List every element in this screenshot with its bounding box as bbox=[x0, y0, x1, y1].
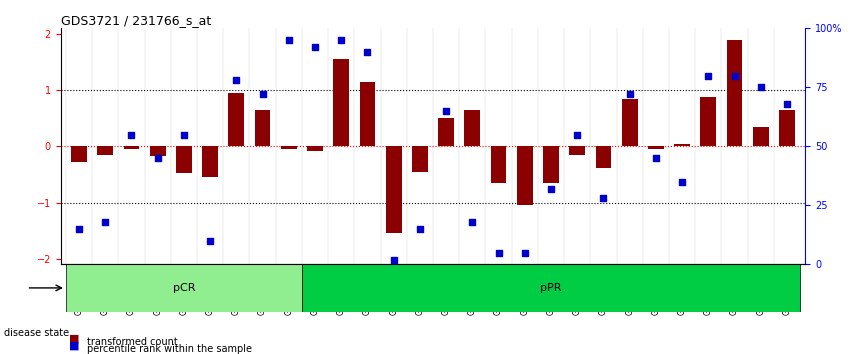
Bar bbox=[779, 110, 795, 146]
Bar bbox=[675, 143, 690, 146]
Text: percentile rank within the sample: percentile rank within the sample bbox=[87, 344, 252, 354]
Bar bbox=[97, 146, 113, 155]
Point bbox=[177, 132, 191, 137]
Point bbox=[597, 195, 611, 201]
Point bbox=[701, 73, 715, 78]
Bar bbox=[438, 118, 454, 146]
Bar bbox=[176, 146, 191, 173]
Text: pCR: pCR bbox=[172, 283, 195, 293]
Point bbox=[649, 155, 662, 161]
Bar bbox=[71, 146, 87, 162]
Point bbox=[98, 219, 112, 225]
Point bbox=[387, 257, 401, 262]
Bar bbox=[412, 146, 428, 172]
Point bbox=[72, 226, 86, 232]
Point bbox=[780, 101, 794, 107]
Point bbox=[360, 49, 374, 55]
Point bbox=[623, 92, 637, 97]
Point bbox=[439, 108, 453, 114]
Text: ■: ■ bbox=[69, 341, 80, 351]
Point bbox=[204, 238, 217, 244]
Bar bbox=[307, 146, 323, 151]
Bar bbox=[255, 110, 270, 146]
FancyBboxPatch shape bbox=[66, 264, 302, 312]
Bar bbox=[464, 110, 481, 146]
Bar bbox=[517, 146, 533, 205]
Point bbox=[518, 250, 532, 255]
FancyBboxPatch shape bbox=[302, 264, 800, 312]
Bar bbox=[491, 146, 507, 183]
Point bbox=[727, 73, 741, 78]
Point bbox=[308, 44, 322, 50]
Bar bbox=[385, 146, 402, 233]
Bar bbox=[229, 93, 244, 146]
Point bbox=[492, 250, 506, 255]
Text: transformed count: transformed count bbox=[87, 337, 178, 347]
Point bbox=[754, 85, 768, 90]
Point bbox=[229, 78, 243, 83]
Bar bbox=[203, 146, 218, 177]
Bar bbox=[753, 127, 769, 146]
Point bbox=[675, 179, 689, 184]
Bar bbox=[333, 59, 349, 146]
Point bbox=[151, 155, 165, 161]
Bar bbox=[596, 146, 611, 168]
Bar bbox=[543, 146, 559, 183]
Point bbox=[255, 92, 269, 97]
Point bbox=[334, 37, 348, 43]
Bar bbox=[622, 98, 637, 146]
Bar bbox=[281, 146, 297, 149]
Bar bbox=[569, 146, 585, 155]
Bar bbox=[727, 40, 742, 146]
Text: GDS3721 / 231766_s_at: GDS3721 / 231766_s_at bbox=[61, 14, 210, 27]
Point bbox=[125, 132, 139, 137]
Text: pPR: pPR bbox=[540, 283, 562, 293]
Text: disease state: disease state bbox=[4, 328, 69, 338]
Point bbox=[571, 132, 585, 137]
Bar bbox=[648, 146, 663, 149]
Point bbox=[544, 186, 558, 192]
Bar bbox=[150, 146, 165, 156]
Bar bbox=[124, 146, 139, 149]
Text: ■: ■ bbox=[69, 333, 80, 344]
Point bbox=[413, 226, 427, 232]
Bar bbox=[701, 97, 716, 146]
Point bbox=[465, 219, 479, 225]
Bar bbox=[359, 82, 375, 146]
Point bbox=[281, 37, 295, 43]
